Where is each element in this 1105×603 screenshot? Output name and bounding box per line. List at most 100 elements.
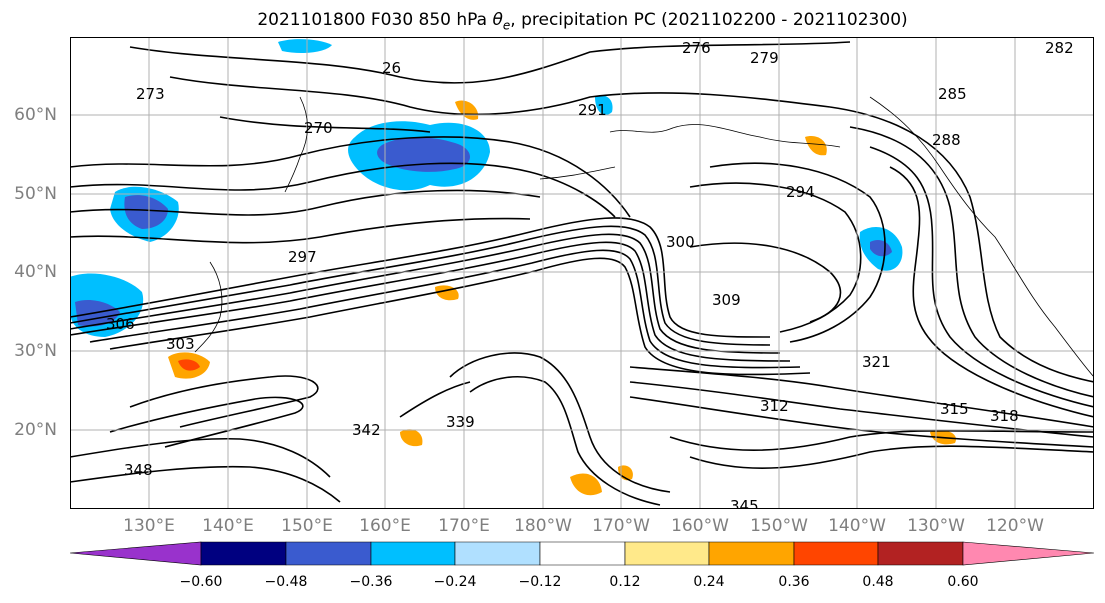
colorbar-tick-5: −0.12 [518, 574, 562, 590]
contour-label-306: 306 [106, 315, 135, 333]
contour-label-294: 294 [786, 183, 815, 201]
contour-south-5 [689, 445, 1094, 469]
contour-trough-2 [469, 376, 661, 506]
contour-south-4 [669, 429, 1094, 451]
contour-label-339: 339 [446, 413, 475, 431]
colorbar-cell-6 [539, 541, 626, 566]
contour-jet-2 [70, 225, 771, 346]
contour-top-2 [169, 76, 831, 116]
contour-jet-1 [70, 217, 771, 338]
contour-trough-1 [449, 352, 671, 493]
contour-alaska-1 [829, 106, 1094, 383]
precip-pos-core-kuroshio [178, 359, 200, 371]
contour-label-288: 288 [932, 131, 961, 149]
contour-label-26: 26 [382, 59, 401, 77]
colorbar-tick-4: −0.24 [433, 574, 477, 590]
colorbar-cell-10 [877, 541, 964, 566]
lon-label-170e: 170°E [438, 516, 490, 536]
lon-label-170w: 170°W [592, 516, 650, 536]
contour-label-312: 312 [760, 397, 789, 415]
contour-south-2 [629, 381, 1094, 438]
map-panel[interactable]: 276 279 282 26 273 270 291 288 294 300 2… [70, 37, 1094, 509]
colorbar-tick-3: −0.36 [349, 574, 393, 590]
contour-label-300: 300 [666, 233, 695, 251]
precip-pos-patch-tropics-1 [400, 429, 423, 447]
precip-pos-patch-gulf [805, 136, 827, 156]
coastline-aleutians [539, 166, 616, 180]
lat-label-50n: 50°N [14, 184, 57, 204]
contour-label-303: 303 [166, 335, 195, 353]
contour-swirl-west-1 [129, 375, 319, 428]
colorbar-tick-2: −0.48 [264, 574, 308, 590]
lon-label-130w: 130°W [907, 516, 965, 536]
contour-lat-north-3 [70, 189, 541, 216]
colorbar-tick-8: 0.36 [778, 574, 810, 590]
title-main: 2021101800 F030 850 hPa [257, 10, 493, 30]
colorbar-cell-11 [962, 541, 1094, 566]
lon-label-150w: 150°W [750, 516, 808, 536]
title-theta: θ [492, 10, 503, 30]
contour-label-297: 297 [288, 248, 317, 266]
colorbar-cell-3 [285, 541, 372, 566]
coastline-canada [869, 96, 1094, 378]
contour-label-291: 291 [578, 101, 607, 119]
precip-pos-patch-tropics-2 [570, 473, 602, 496]
precip-shading [70, 39, 956, 496]
precip-neg-patch-bering [595, 95, 613, 115]
lat-label-60n: 60°N [14, 105, 57, 125]
colorbar-tick-7: 0.24 [693, 574, 725, 590]
precip-neg-core-japan [124, 195, 168, 229]
lon-label-160e: 160°E [359, 516, 411, 536]
contour-south-1 [629, 366, 1094, 428]
precip-neg-patch-gulf-core [870, 240, 892, 257]
colorbar-cell-1 [70, 541, 202, 566]
coastline-japan [194, 261, 223, 353]
colorbar-tick-1: −0.60 [179, 574, 223, 590]
lat-label-30n: 30°N [14, 341, 57, 361]
lon-label-140e: 140°E [202, 516, 254, 536]
colorbar-tick-10: 0.60 [947, 574, 979, 590]
contour-label-309: 309 [712, 291, 741, 309]
title-rest: , precipitation PC (2021102200 - 2021102… [510, 10, 908, 30]
lon-label-150e: 150°E [281, 516, 333, 536]
contour-label-315: 315 [940, 400, 969, 418]
contour-lat-north-4 [70, 217, 531, 244]
contour-label-342: 342 [352, 421, 381, 439]
lon-label-130e: 130°E [123, 516, 175, 536]
colorbar-cell-8 [708, 541, 795, 566]
contour-west-trop-1 [70, 437, 331, 478]
contour-label-276: 276 [682, 39, 711, 57]
contour-label-285: 285 [938, 85, 967, 103]
map-border [70, 37, 1094, 509]
contour-label-273: 273 [136, 85, 165, 103]
contour-label-348: 348 [124, 461, 153, 479]
colorbar-cell-4 [370, 541, 456, 566]
contour-label-345: 345 [730, 497, 759, 509]
contour-label-279: 279 [750, 49, 779, 67]
contour-alaska-4 [889, 166, 1094, 418]
lon-label-140w: 140°W [828, 516, 886, 536]
contour-label-318: 318 [990, 407, 1019, 425]
colorbar-cell-9 [793, 541, 879, 566]
contour-label-282: 282 [1045, 39, 1074, 57]
map-title: 2021101800 F030 850 hPa θe, precipitatio… [0, 10, 1105, 32]
contour-label-270: 270 [304, 119, 333, 137]
colorbar-tick-9: 0.48 [862, 574, 894, 590]
contour-alaska-5 [709, 162, 886, 343]
contour-south-3 [629, 396, 1094, 448]
contour-west-trop-2 [70, 465, 341, 503]
colorbar-cells [70, 541, 1094, 566]
contour-lat-north-1 [70, 136, 631, 218]
precip-neg-patch-mid-pacific [278, 39, 332, 53]
lat-label-20n: 20°N [14, 420, 57, 440]
contour-jet-3 [70, 233, 781, 354]
colorbar-cell-7 [624, 541, 710, 566]
contour-mid-1 [689, 242, 842, 323]
contour-jet-5 [89, 249, 801, 369]
contour-lat-north-2 [70, 162, 616, 218]
coastline-alaska [609, 124, 841, 148]
contour-jet-4 [70, 241, 791, 362]
lon-label-180w: 180°W [514, 516, 572, 536]
lon-label-120w: 120°W [986, 516, 1044, 536]
contour-jet-6 [109, 257, 811, 376]
